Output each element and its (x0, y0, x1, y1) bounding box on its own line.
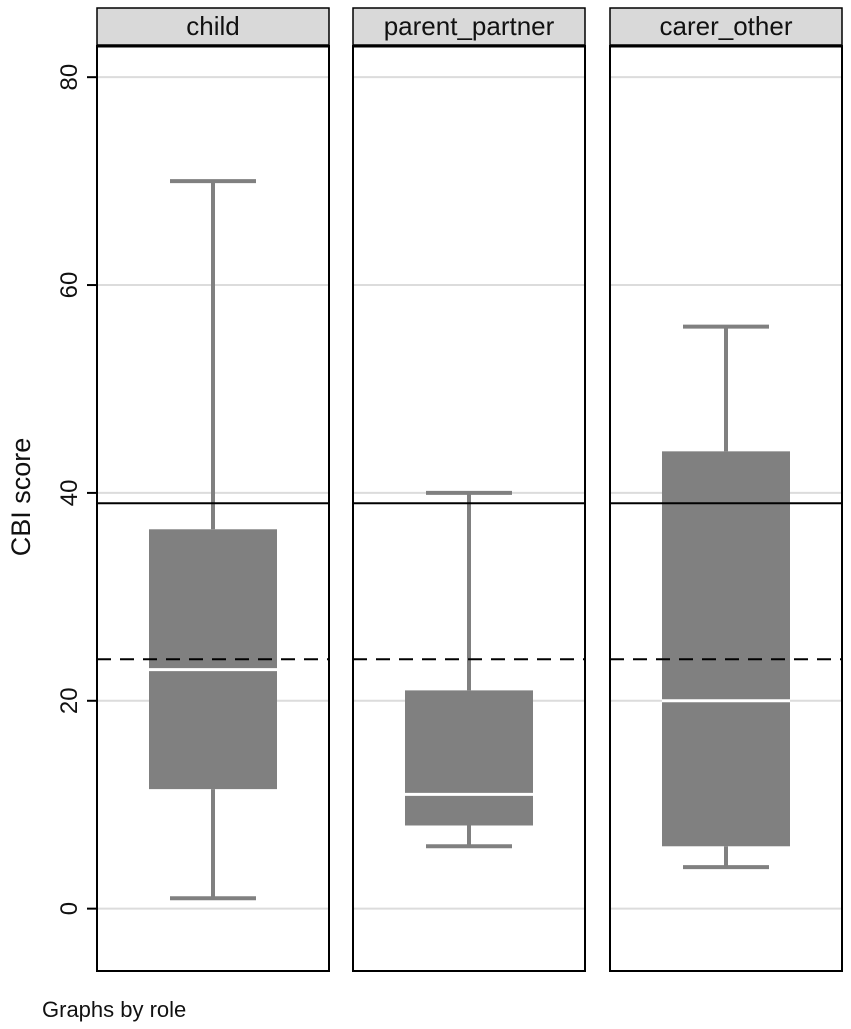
panel-strip-parent_partner (352, 7, 586, 46)
box-parent_partner (405, 690, 533, 826)
box-layer (149, 179, 790, 901)
y-tick-label-40: 40 (56, 480, 83, 507)
y-axis-title: CBI score (6, 438, 36, 557)
y-tick-label-0: 0 (56, 902, 83, 915)
graphs-by-note: Graphs by role (42, 997, 186, 1022)
box-carer_other (662, 451, 790, 847)
y-tick-label-20: 20 (56, 687, 83, 714)
y-tick-label-80: 80 (56, 64, 83, 91)
panel-strip-child (96, 7, 330, 46)
panel-frames: child parent_partner carer_other (96, 7, 843, 972)
panel-title-parent_partner: parent_partner (384, 11, 555, 41)
y-axis: 0 20 40 60 80 (56, 64, 97, 915)
panel-title-carer_other: carer_other (660, 11, 793, 41)
panel-strip-carer_other (609, 7, 843, 46)
y-tick-label-60: 60 (56, 272, 83, 299)
panel-title-child: child (186, 11, 239, 41)
